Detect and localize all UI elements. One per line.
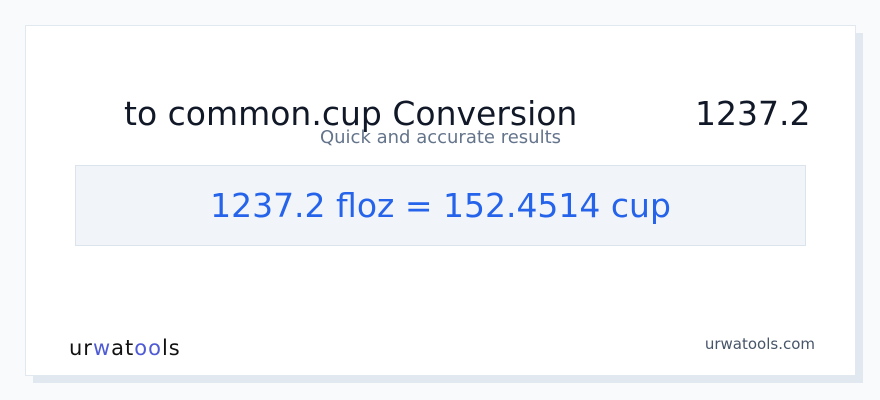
- site-domain: urwatools.com: [704, 335, 815, 353]
- conversion-result: 1237.2 floz = 152.4514 cup: [75, 165, 806, 246]
- input-value: 1237.2: [695, 94, 811, 133]
- urwatools-logo: urwatools: [69, 336, 181, 360]
- subtitle: Quick and accurate results: [319, 127, 562, 148]
- conversion-card: to common.cup Conversion 1237.2 Quick an…: [25, 25, 856, 376]
- page-title: to common.cup Conversion: [124, 94, 578, 133]
